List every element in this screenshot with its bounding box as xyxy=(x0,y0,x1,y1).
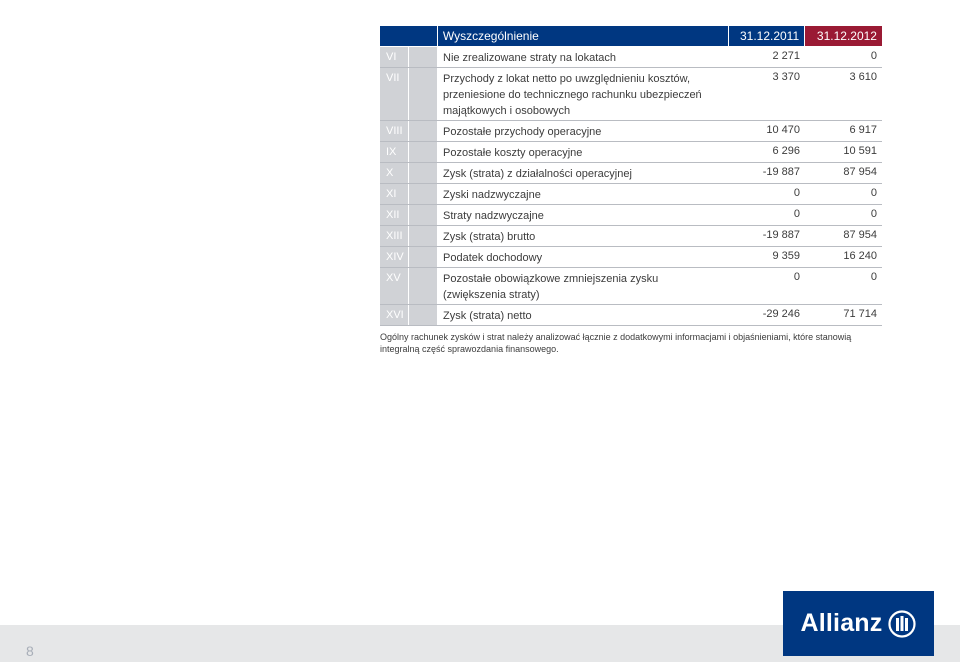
allianz-logo: Allianz xyxy=(783,591,934,656)
row-label: Przychody z lokat netto po uwzględnieniu… xyxy=(443,73,702,117)
row-stub xyxy=(409,68,437,120)
row-stub xyxy=(409,305,437,325)
header-year-2012: 31.12.2012 xyxy=(805,26,882,46)
row-stub xyxy=(409,205,437,225)
row-number: VII xyxy=(380,68,408,120)
row-value-2011: 6 296 xyxy=(772,145,800,157)
row-value-2011: 0 xyxy=(793,187,800,199)
row-value-2012: 0 xyxy=(870,50,877,62)
row-value-2012: 6 917 xyxy=(849,124,877,136)
row-label: Zysk (strata) netto xyxy=(443,310,532,322)
row-label: Zysk (strata) z działalności operacyjnej xyxy=(443,168,632,180)
table-row: VII Przychody z lokat netto po uwzględnie… xyxy=(380,68,882,121)
row-stub xyxy=(409,142,437,162)
row-value-2011: -19 887 xyxy=(762,229,800,241)
footnote: Ogólny rachunek zysków i strat należy an… xyxy=(380,332,852,354)
row-number: XV xyxy=(380,268,408,304)
row-stub xyxy=(409,247,437,267)
row-number: XIII xyxy=(380,226,408,246)
table-row: VIII Pozostałe przychody operacyjne 10 470… xyxy=(380,121,882,142)
row-value-2011: -29 246 xyxy=(762,308,800,320)
table-row: IX Pozostałe koszty operacyjne 6 296 10 591 xyxy=(380,142,882,163)
row-number: VIII xyxy=(380,121,408,141)
row-label: Nie zrealizowane straty na lokatach xyxy=(443,52,617,64)
row-value-2012: 3 610 xyxy=(849,71,877,83)
row-number: XIV xyxy=(380,247,408,267)
row-value-2011: 0 xyxy=(793,208,800,220)
row-stub xyxy=(409,268,437,304)
row-label: Straty nadzwyczajne xyxy=(443,210,544,222)
row-value-2011: 3 370 xyxy=(772,71,800,83)
row-label: Podatek dochodowy xyxy=(443,252,543,264)
row-value-2011: 0 xyxy=(793,271,800,283)
row-number: X xyxy=(380,163,408,183)
row-stub xyxy=(409,121,437,141)
table-row: VI Nie zrealizowane straty na lokatach 2 2… xyxy=(380,47,882,68)
row-value-2012: 87 954 xyxy=(843,166,877,178)
table-row: XV Pozostałe obowiązkowe zmniejszenia zys… xyxy=(380,268,882,305)
row-value-2012: 0 xyxy=(870,208,877,220)
row-value-2012: 0 xyxy=(870,271,877,283)
row-label: Zysk (strata) brutto xyxy=(443,231,536,243)
row-value-2011: -19 887 xyxy=(762,166,800,178)
header-label: Wyszczególnienie xyxy=(437,26,729,46)
row-value-2012: 16 240 xyxy=(843,250,877,262)
row-label: Pozostałe koszty operacyjne xyxy=(443,147,583,159)
row-value-2012: 71 714 xyxy=(843,308,877,320)
table-row: XII Straty nadzwyczajne 0 0 xyxy=(380,205,882,226)
row-number: XI xyxy=(380,184,408,204)
row-stub xyxy=(409,226,437,246)
row-label: Pozostałe przychody operacyjne xyxy=(443,126,602,138)
header-year-2011: 31.12.2011 xyxy=(729,26,805,46)
table-row: XIV Podatek dochodowy 9 359 16 240 xyxy=(380,247,882,268)
row-value-2012: 87 954 xyxy=(843,229,877,241)
row-stub xyxy=(409,163,437,183)
row-stub xyxy=(409,47,437,67)
row-number: VI xyxy=(380,47,408,67)
table-row: XIII Zysk (strata) brutto -19 887 87 954 xyxy=(380,226,882,247)
row-number: IX xyxy=(380,142,408,162)
row-number: XVI xyxy=(380,305,408,325)
row-value-2012: 10 591 xyxy=(843,145,877,157)
table-row: XI Zyski nadzwyczajne 0 0 xyxy=(380,184,882,205)
financial-table: Wyszczególnienie 31.12.2011 31.12.2012 V… xyxy=(380,26,882,326)
row-value-2012: 0 xyxy=(870,187,877,199)
logo-wordmark: Allianz xyxy=(800,609,883,637)
row-number: XII xyxy=(380,205,408,225)
row-label: Zyski nadzwyczajne xyxy=(443,189,541,201)
row-value-2011: 2 271 xyxy=(772,50,800,62)
row-label: Pozostałe obowiązkowe zmniejszenia zysku… xyxy=(443,273,659,301)
row-stub xyxy=(409,184,437,204)
row-value-2011: 10 470 xyxy=(766,124,800,136)
allianz-eagle-icon xyxy=(888,609,917,638)
table-row: XVI Zysk (strata) netto -29 246 71 714 xyxy=(380,305,882,326)
page-number: 8 xyxy=(26,643,34,659)
row-value-2011: 9 359 xyxy=(772,250,800,262)
table-body: VI Nie zrealizowane straty na lokatach 2 2… xyxy=(380,47,882,326)
table-row: X Zysk (strata) z działalności operacyjne… xyxy=(380,163,882,184)
table-header: Wyszczególnienie 31.12.2011 31.12.2012 xyxy=(380,26,882,46)
header-number-cell xyxy=(380,26,437,46)
